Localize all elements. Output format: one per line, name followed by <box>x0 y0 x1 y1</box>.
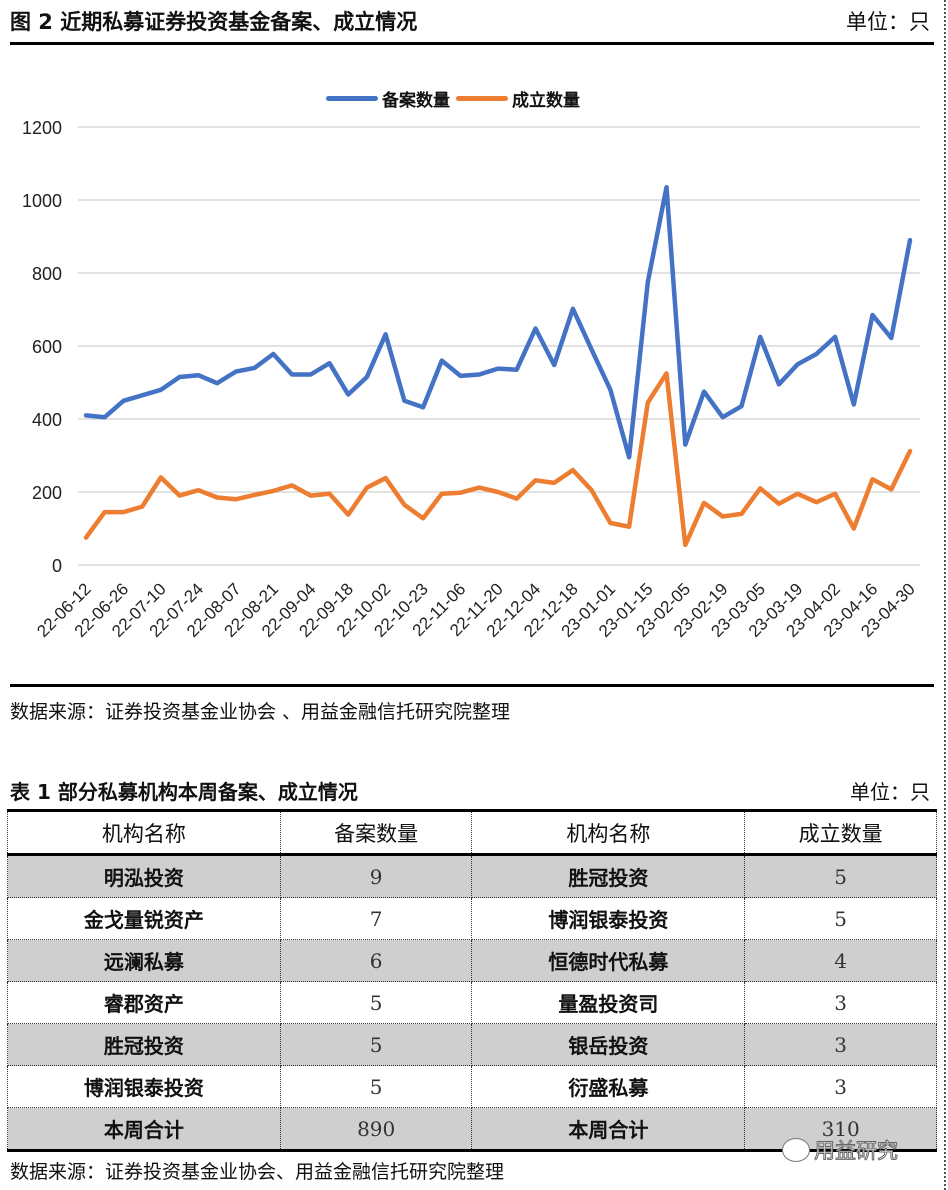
chart-legend: 备案数量 成立数量 <box>326 86 586 111</box>
institutions-table: 机构名称 备案数量 机构名称 成立数量 明泓投资 9 胜冠投资 5 金戈量锐资产… <box>7 809 937 1152</box>
table-title: 表 1 部分私募机构本周备案、成立情况 <box>10 780 358 804</box>
wechat-icon <box>782 1138 810 1162</box>
cell-count: 3 <box>744 1065 937 1108</box>
y-tick-label: 600 <box>32 337 62 357</box>
figure-bottom-rule <box>10 684 934 687</box>
cell-name: 金戈量锐资产 <box>7 897 281 940</box>
cell-count: 5 <box>279 1023 473 1066</box>
table-row: 远澜私募 6 恒德时代私募 4 <box>7 939 937 982</box>
series-line-established <box>83 371 913 548</box>
legend-swatch-orange <box>456 96 508 101</box>
cell-name: 量盈投资司 <box>471 981 746 1024</box>
cell-name: 远澜私募 <box>7 939 281 982</box>
figure-unit: 单位：只 <box>846 10 930 34</box>
header-established-count: 成立数量 <box>744 810 937 855</box>
total-established: 310 <box>744 1107 937 1151</box>
cell-count: 5 <box>744 854 937 898</box>
cell-name: 博润银泰投资 <box>7 1065 281 1108</box>
page-right-dotted-border <box>944 0 946 1190</box>
header-institution-filed: 机构名称 <box>7 810 281 855</box>
cell-name: 博润银泰投资 <box>471 897 746 940</box>
cell-count: 7 <box>279 897 473 940</box>
cell-name: 衍盛私募 <box>471 1065 746 1108</box>
y-tick-label: 200 <box>32 483 62 503</box>
cell-name: 睿郡资产 <box>7 981 281 1024</box>
watermark-text: 用益研究 <box>814 1139 899 1164</box>
watermark: 用益研究 <box>782 1135 899 1165</box>
legend-label: 成立数量 <box>512 91 580 111</box>
legend-swatch-blue <box>326 96 378 101</box>
cell-count: 6 <box>279 939 473 982</box>
y-tick-label: 400 <box>32 410 62 430</box>
cell-count: 5 <box>744 897 937 940</box>
table-unit: 单位：只 <box>850 780 930 804</box>
y-tick-label: 1000 <box>22 191 62 211</box>
legend-item-established: 成立数量 <box>456 86 580 111</box>
table-total-row: 本周合计 890 本周合计 310 <box>7 1107 937 1151</box>
cell-count: 4 <box>744 939 937 982</box>
table-row: 胜冠投资 5 银岳投资 3 <box>7 1023 937 1066</box>
cell-name: 胜冠投资 <box>7 1023 281 1066</box>
table-row: 睿郡资产 5 量盈投资司 3 <box>7 981 937 1024</box>
total-label: 本周合计 <box>7 1107 281 1151</box>
cell-count: 3 <box>744 1023 937 1066</box>
table-header-row: 机构名称 备案数量 机构名称 成立数量 <box>7 810 937 855</box>
table-row: 明泓投资 9 胜冠投资 5 <box>7 854 937 898</box>
cell-count: 5 <box>279 981 473 1024</box>
total-label: 本周合计 <box>471 1107 746 1151</box>
table-row: 金戈量锐资产 7 博润银泰投资 5 <box>7 897 937 940</box>
cell-count: 3 <box>744 981 937 1024</box>
cell-count: 9 <box>279 854 473 898</box>
cell-count: 5 <box>279 1065 473 1108</box>
cell-name: 恒德时代私募 <box>471 939 746 982</box>
line-chart: 02004006008001000120022-06-1222-06-2622-… <box>22 118 920 641</box>
y-tick-label: 0 <box>52 556 62 576</box>
header-institution-established: 机构名称 <box>471 810 746 855</box>
legend-item-filed: 备案数量 <box>326 86 450 111</box>
cell-name: 胜冠投资 <box>471 854 746 898</box>
y-tick-label: 800 <box>32 264 62 284</box>
table-row: 博润银泰投资 5 衍盛私募 3 <box>7 1065 937 1108</box>
figure-title: 图 2 近期私募证券投资基金备案、成立情况 <box>10 10 418 34</box>
figure-source-note: 数据来源：证券投资基金业协会 、用益金融信托研究院整理 <box>10 701 511 723</box>
header-filed-count: 备案数量 <box>279 810 473 855</box>
cell-name: 银岳投资 <box>471 1023 746 1066</box>
total-filed: 890 <box>279 1107 473 1151</box>
legend-label: 备案数量 <box>382 91 450 111</box>
table-source-note: 数据来源：证券投资基金业协会、用益金融信托研究院整理 <box>10 1161 505 1183</box>
cell-name: 明泓投资 <box>7 854 281 898</box>
y-tick-label: 1200 <box>22 118 62 138</box>
figure-top-rule <box>10 42 934 45</box>
series-line-filed <box>83 184 913 460</box>
